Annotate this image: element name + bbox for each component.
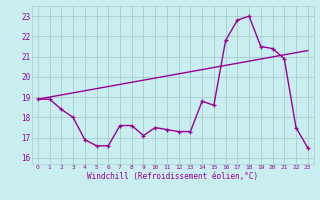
X-axis label: Windchill (Refroidissement éolien,°C): Windchill (Refroidissement éolien,°C) — [87, 172, 258, 181]
